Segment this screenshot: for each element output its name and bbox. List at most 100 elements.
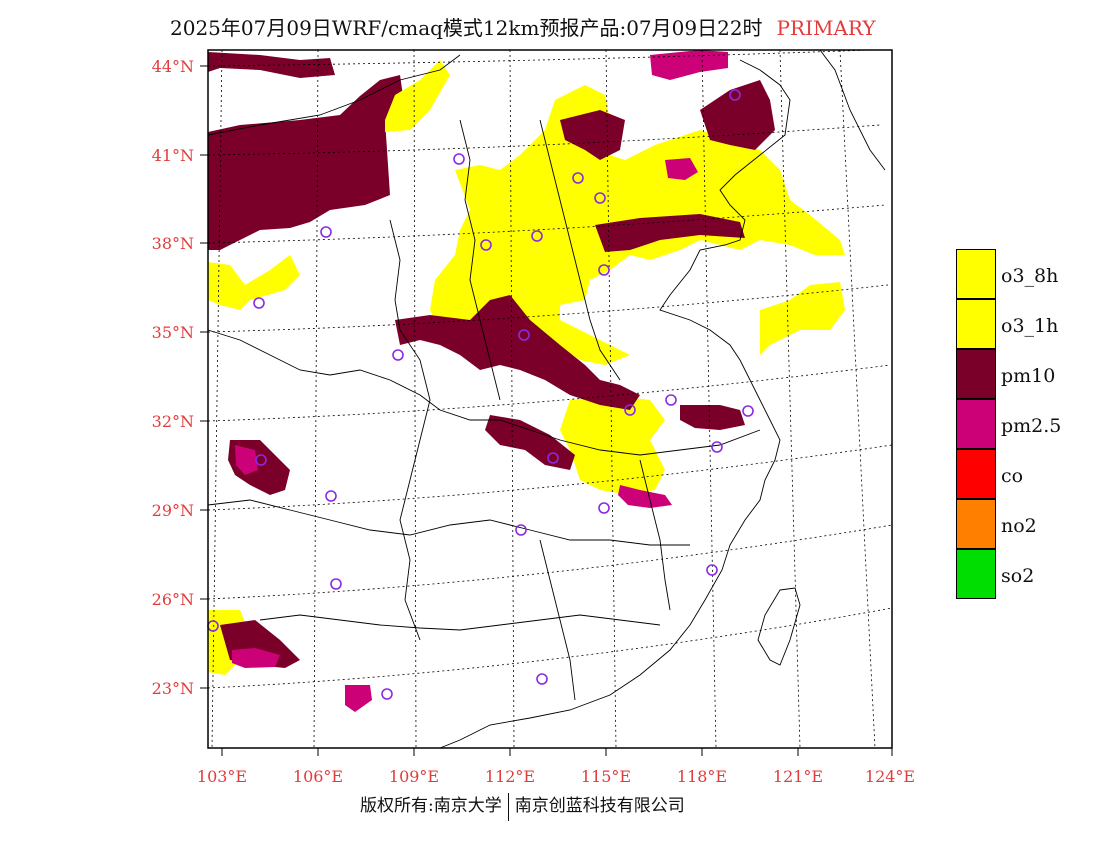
station-marker xyxy=(453,153,465,165)
lat-label: 26°N xyxy=(152,590,194,609)
lon-label: 118°E xyxy=(677,767,727,786)
station-marker xyxy=(742,405,754,417)
station-marker xyxy=(480,239,492,251)
province-boundary xyxy=(539,539,576,701)
o3-region xyxy=(208,255,300,310)
province-boundary xyxy=(459,119,501,401)
pm25-region xyxy=(665,158,698,180)
lon-label: 103°E xyxy=(197,767,247,786)
legend-label: pm2.5 xyxy=(1001,415,1062,437)
axis-ticks xyxy=(200,65,893,756)
legend-item-so2: so2 xyxy=(956,549,1096,599)
copyright-footer: 版权所有:南京大学 南京创蓝科技有限公司 xyxy=(360,791,685,821)
station-marker xyxy=(536,673,548,685)
station-marker xyxy=(392,349,404,361)
station-marker xyxy=(598,264,610,276)
lat-label: 44°N xyxy=(152,57,194,76)
legend-swatch xyxy=(956,549,996,599)
title-tag: PRIMARY xyxy=(776,16,876,40)
station-marker xyxy=(706,564,718,576)
o3-region xyxy=(560,395,665,495)
copyright-left: 版权所有:南京大学 xyxy=(360,796,502,816)
legend-swatch xyxy=(956,349,996,399)
legend-swatch xyxy=(956,299,996,349)
pm25-region xyxy=(345,685,372,712)
lat-label: 38°N xyxy=(152,234,194,253)
legend-label: co xyxy=(1001,465,1024,487)
legend-item-o3-1h: o3_1h xyxy=(956,299,1096,349)
legend-item-co: co xyxy=(956,449,1096,499)
province-boundary xyxy=(639,459,671,611)
legend-label: no2 xyxy=(1001,515,1037,537)
pm25-region xyxy=(232,648,280,668)
map-title: 2025年07月09日WRF/cmaq模式12km预报产品:07月09日22时 P… xyxy=(170,12,876,41)
station-marker xyxy=(320,226,332,238)
legend-item-o3-8h: o3_8h xyxy=(956,249,1096,299)
pm25-region xyxy=(650,50,728,80)
province-boundary xyxy=(207,54,461,136)
lat-label: 41°N xyxy=(152,146,194,165)
graticule xyxy=(207,49,893,749)
legend-item-no2: no2 xyxy=(956,499,1096,549)
pm10-region xyxy=(560,110,625,160)
lon-label: 109°E xyxy=(389,767,439,786)
province-boundary xyxy=(539,119,621,381)
pm10-region xyxy=(395,295,640,410)
pm25-region xyxy=(618,485,672,508)
boundaries xyxy=(207,49,886,749)
province-boundary xyxy=(207,329,761,456)
lat-label: 32°N xyxy=(152,412,194,431)
legend: o3_8h o3_1h pm10 pm2.5 co no2 so2 xyxy=(956,249,1096,599)
station-marker xyxy=(255,454,267,466)
legend-swatch xyxy=(956,499,996,549)
footer-separator xyxy=(507,792,509,821)
legend-label: o3_1h xyxy=(1001,315,1059,337)
pm10-region xyxy=(208,75,405,250)
station-marker xyxy=(531,230,543,242)
station-marker xyxy=(729,89,741,101)
station-marker xyxy=(515,524,527,536)
pm10-region xyxy=(680,405,745,430)
station-marker xyxy=(572,172,584,184)
legend-item-pm25: pm2.5 xyxy=(956,399,1096,449)
pm10-region xyxy=(700,80,775,150)
map-frame xyxy=(207,49,893,749)
lon-label: 112°E xyxy=(485,767,535,786)
title-text: 2025年07月09日WRF/cmaq模式12km预报产品:07月09日22时 xyxy=(170,16,763,40)
lon-label: 115°E xyxy=(581,767,631,786)
island-taiwan xyxy=(757,587,801,666)
lat-label: 29°N xyxy=(152,501,194,520)
province-boundary xyxy=(389,219,431,641)
legend-swatch xyxy=(956,449,996,499)
station-marker xyxy=(381,688,393,700)
station-marker xyxy=(665,394,677,406)
legend-label: pm10 xyxy=(1001,365,1056,387)
pm10-region xyxy=(208,52,335,78)
station-marker xyxy=(711,441,723,453)
legend-swatch xyxy=(956,249,996,299)
o3-region xyxy=(760,282,845,355)
province-boundary xyxy=(259,614,661,631)
copyright-right: 南京创蓝科技有限公司 xyxy=(514,796,685,816)
coastline xyxy=(439,59,791,749)
lat-label: 23°N xyxy=(152,679,194,698)
legend-swatch xyxy=(956,399,996,449)
lon-label: 106°E xyxy=(293,767,343,786)
station-marker xyxy=(624,404,636,416)
station-marker xyxy=(598,502,610,514)
lat-label: 35°N xyxy=(152,323,194,342)
lon-label: 124°E xyxy=(865,767,915,786)
station-marker xyxy=(518,329,530,341)
station-marker xyxy=(325,490,337,502)
legend-label: so2 xyxy=(1001,565,1035,587)
station-marker xyxy=(253,297,265,309)
pollutant-fields xyxy=(208,50,845,712)
pm25-region xyxy=(235,445,258,475)
lon-label: 121°E xyxy=(773,767,823,786)
legend-item-pm10: pm10 xyxy=(956,349,1096,399)
legend-label: o3_8h xyxy=(1001,265,1059,287)
province-boundary xyxy=(207,499,690,546)
o3-region xyxy=(385,60,450,132)
station-marker xyxy=(330,578,342,590)
